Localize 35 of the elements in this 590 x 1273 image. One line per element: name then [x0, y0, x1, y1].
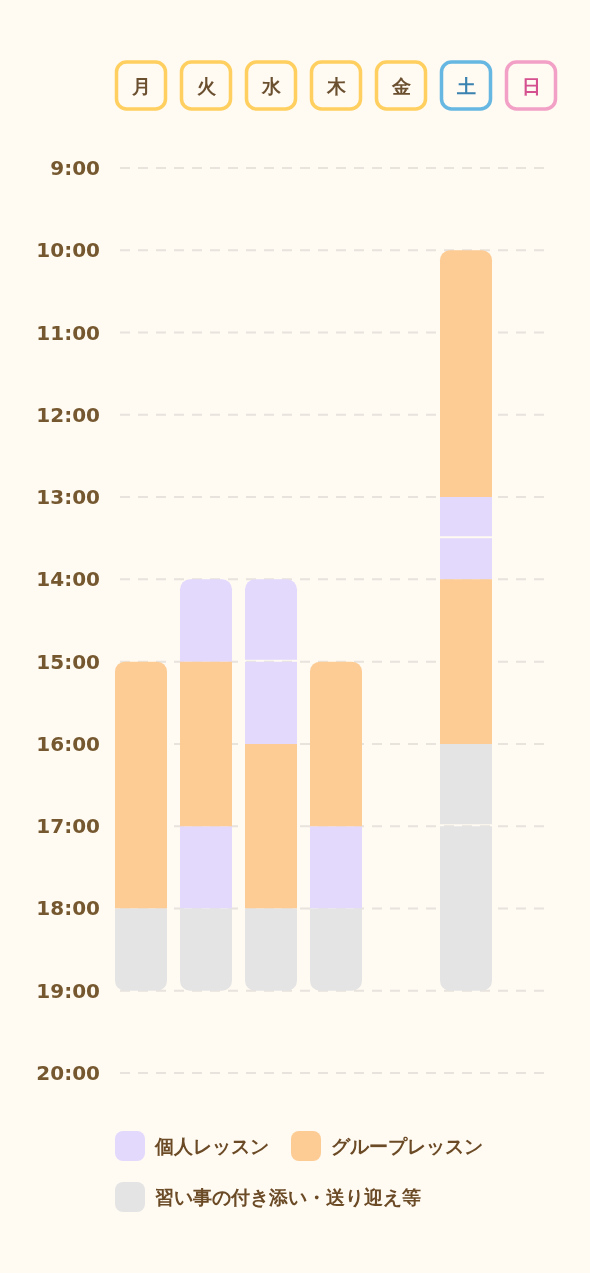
y-tick-label: 19:00	[36, 978, 100, 1003]
x-tick-label: 土	[455, 75, 476, 97]
bar	[180, 826, 232, 909]
bar	[440, 538, 492, 580]
y-tick-label: 15:00	[36, 649, 100, 674]
y-tick-label: 16:00	[36, 731, 100, 756]
x-tick-label: 火	[196, 75, 217, 97]
bar	[245, 743, 297, 909]
x-tick-label: 日	[521, 75, 541, 97]
y-tick-label: 11:00	[36, 320, 100, 345]
x-tick-label: 木	[325, 75, 347, 97]
bar	[245, 579, 297, 660]
bar	[310, 826, 362, 909]
bar	[245, 661, 297, 744]
legend-label: 個人レッスン	[154, 1135, 269, 1157]
x-tick-label: 金	[390, 75, 411, 97]
bar	[180, 579, 232, 662]
y-tick-label: 10:00	[36, 238, 100, 263]
bar	[115, 661, 167, 909]
bar	[440, 579, 492, 744]
y-tick-label: 18:00	[36, 896, 100, 921]
y-tick-label: 20:00	[36, 1061, 100, 1085]
y-tick-label: 13:00	[36, 485, 100, 510]
legend-label: 習い事の付き添い・送り迎え等	[155, 1186, 421, 1208]
y-tick-label: 12:00	[36, 402, 100, 427]
x-tick-label: 水	[260, 75, 282, 97]
bar	[310, 661, 362, 827]
y-tick-label: 9:00	[50, 156, 100, 180]
bar	[440, 250, 492, 498]
y-tick-label: 17:00	[36, 814, 100, 839]
x-tick-label: 月	[130, 75, 151, 97]
y-tick-label: 14:00	[36, 567, 100, 592]
bar	[440, 497, 492, 537]
bar	[180, 661, 232, 827]
legend-label: グループレッスン	[331, 1135, 483, 1157]
